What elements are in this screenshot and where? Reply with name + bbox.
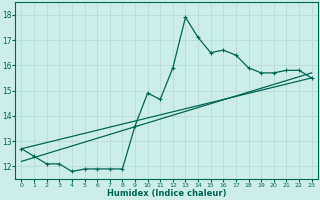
X-axis label: Humidex (Indice chaleur): Humidex (Indice chaleur) [107, 189, 226, 198]
